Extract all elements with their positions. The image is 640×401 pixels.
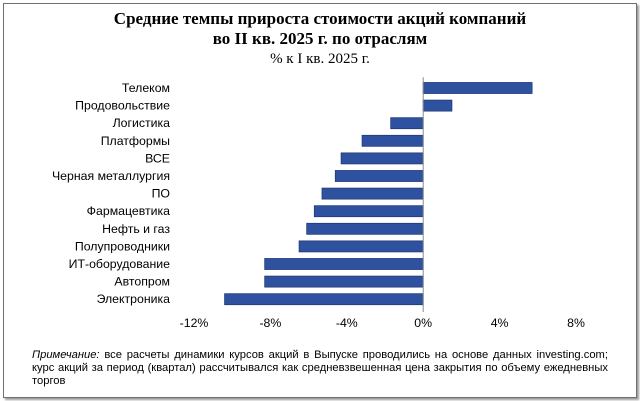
bar [306, 222, 424, 235]
footnote-text: все расчеты динамики курсов акций в Выпу… [32, 349, 608, 387]
bar [390, 117, 424, 130]
category-label: ВСЕ [145, 151, 170, 165]
category-label: Полупроводники [75, 239, 170, 253]
category-label: ПО [152, 187, 170, 201]
category-label: Платформы [101, 134, 170, 148]
bar [313, 205, 424, 218]
category-label: Нефть и газ [102, 222, 170, 236]
category-label: Телеком [122, 81, 170, 95]
category-label: Черная металлургия [52, 169, 170, 183]
chart-title-line1: Средние темпы прироста стоимости акций к… [113, 9, 527, 28]
bar [264, 275, 424, 288]
bar [321, 187, 424, 200]
bar [298, 240, 424, 253]
x-tick-label: -4% [336, 316, 358, 330]
footnote-label: Примечание: [32, 349, 100, 361]
x-tick-label: 8% [567, 316, 585, 330]
category-label: Электроника [97, 292, 171, 306]
category-label: ИТ-оборудование [69, 257, 171, 271]
category-label: Продовольствие [75, 99, 170, 113]
footnote: Примечание: все расчеты динамики курсов … [32, 349, 608, 388]
x-tick-label: -12% [180, 316, 209, 330]
chart-title-line2: во II кв. 2025 г. по отраслям [212, 29, 428, 48]
bar [340, 152, 424, 165]
bar [334, 170, 424, 182]
bar [264, 258, 424, 270]
chart-frame [3, 3, 637, 398]
category-label: Автопром [114, 275, 170, 289]
bar [361, 134, 424, 147]
bar [422, 82, 533, 94]
x-tick-label: -8% [259, 316, 281, 330]
x-tick-label: 0% [414, 316, 432, 330]
category-label: Фармацевтика [87, 204, 170, 218]
category-label: Логистика [113, 116, 171, 130]
x-tick-label: 4% [491, 316, 509, 330]
bar [224, 293, 424, 306]
chart-subtitle: % к I кв. 2025 г. [270, 51, 370, 67]
bar [422, 99, 453, 112]
